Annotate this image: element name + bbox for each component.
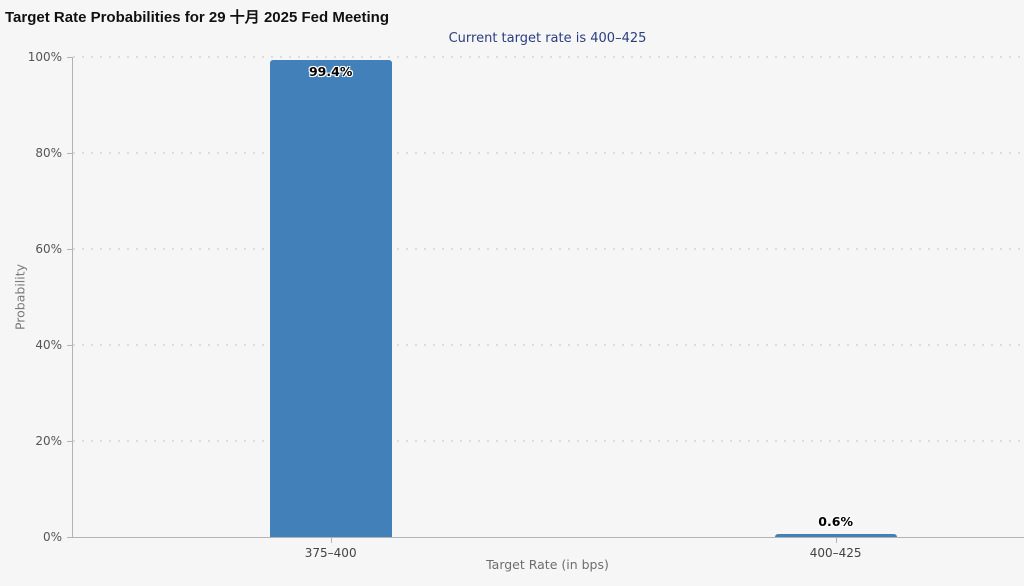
gridline-60	[73, 248, 1024, 250]
x-axis-tick-mark	[330, 538, 332, 543]
y-axis-tick-label: 100%	[27, 50, 62, 64]
y-axis-tick-label: 20%	[35, 434, 62, 448]
x-axis-tick-label: 400–425	[809, 546, 862, 560]
y-axis-tick-label: 60%	[35, 242, 62, 256]
gridline-100	[73, 56, 1024, 58]
y-axis-tick-mark	[67, 153, 72, 154]
bar-375–400[interactable]	[269, 59, 392, 537]
gridline-80	[73, 152, 1024, 154]
y-axis-tick-label: 0%	[42, 530, 62, 544]
bar-400–425[interactable]	[774, 534, 897, 537]
y-axis-title: Probability	[12, 263, 28, 331]
gridline-20	[73, 440, 1024, 442]
x-axis-tick-mark	[835, 538, 837, 543]
y-axis-tick-mark	[67, 345, 72, 346]
gridline-40	[73, 344, 1024, 346]
y-axis-tick-mark	[67, 57, 72, 58]
x-axis-title: Target Rate (in bps)	[486, 557, 609, 572]
y-axis-tick-mark	[67, 441, 72, 442]
y-axis-tick-mark	[67, 249, 72, 250]
bar-value-label: 0.6%	[818, 514, 853, 529]
y-axis-tick-label: 40%	[35, 338, 62, 352]
bar-value-label: 99.4%	[308, 63, 353, 79]
y-axis-tick-mark	[67, 537, 72, 538]
chart-subtitle: Current target rate is 400–425	[448, 31, 647, 46]
chart-title: Target Rate Probabilities for 29 十月 2025…	[5, 9, 389, 26]
plot-area	[72, 57, 1024, 538]
y-axis-tick-label: 80%	[35, 146, 62, 160]
x-axis-tick-label: 375–400	[304, 546, 357, 560]
